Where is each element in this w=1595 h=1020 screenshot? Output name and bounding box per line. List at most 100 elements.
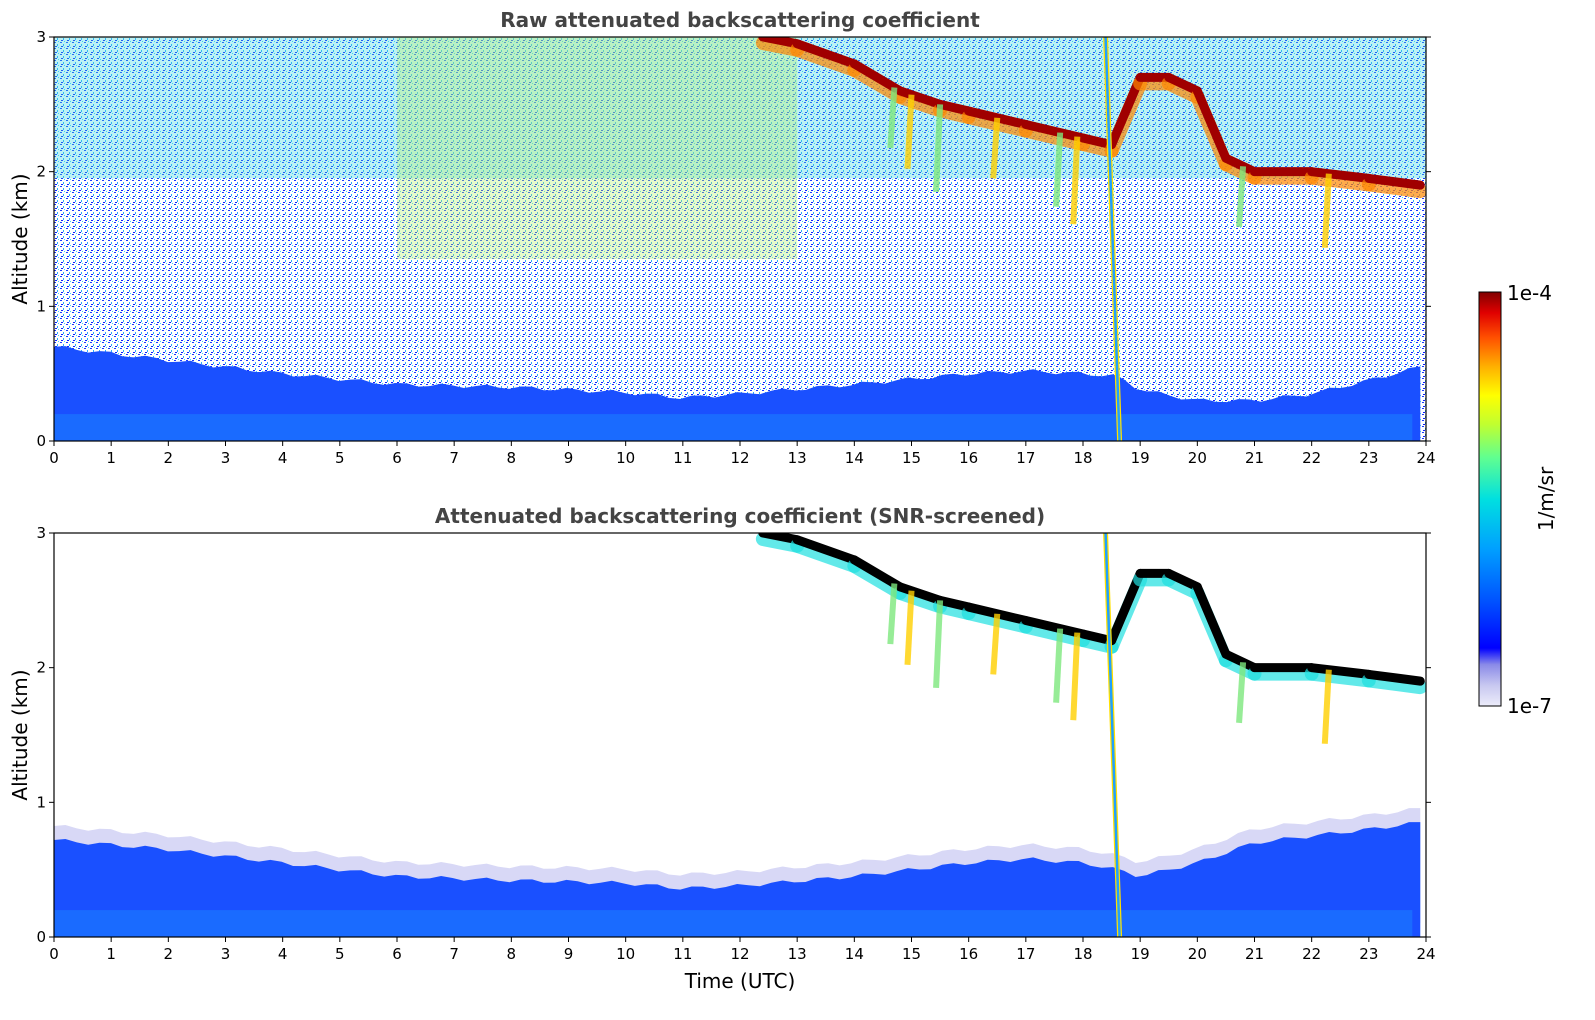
cloud-halo <box>893 585 948 614</box>
cloud-halo <box>790 538 862 573</box>
x-tick-label: 2 <box>164 449 174 467</box>
fall-streak <box>904 590 915 665</box>
cloud-halo <box>1361 177 1426 199</box>
x-tick-label: 14 <box>845 449 864 467</box>
cloud-core <box>849 555 905 592</box>
cloud-core <box>895 582 945 605</box>
cloud-core <box>935 99 974 116</box>
panel2-y-label: Altitude (km) <box>8 669 32 800</box>
x-tick-label: 8 <box>507 945 517 963</box>
x-tick-label: 20 <box>1188 945 1207 963</box>
x-tick-label: 22 <box>1302 945 1321 963</box>
x-tick-label: 11 <box>673 945 692 963</box>
x-tick-label: 24 <box>1416 945 1435 963</box>
cloud-halo <box>893 89 948 118</box>
cloud-core <box>1364 669 1425 686</box>
x-axis-label: Time (UTC) <box>684 969 796 993</box>
cloud-halo <box>790 42 862 77</box>
x-tick-label: 15 <box>902 449 921 467</box>
cloud-core <box>1021 616 1088 639</box>
precip-streak-core <box>1104 533 1121 937</box>
panel1-title: Raw attenuated backscattering coefficien… <box>500 8 980 32</box>
fall-streak <box>933 600 944 689</box>
colorbar-min-label: 1e-7 <box>1507 694 1552 718</box>
y-tick-label: 3 <box>36 524 46 542</box>
cloud-core <box>1221 649 1259 673</box>
x-tick-label: 16 <box>959 945 978 963</box>
cloud-core <box>1307 167 1374 183</box>
x-tick-label: 15 <box>902 945 921 963</box>
snr-screened-panel: Attenuated backscattering coefficient (S… <box>8 504 1436 993</box>
fall-streak <box>1053 132 1064 207</box>
x-tick-label: 6 <box>392 945 402 963</box>
x-tick-label: 7 <box>449 449 459 467</box>
fall-streak <box>990 613 1001 675</box>
fall-streak <box>1070 136 1081 225</box>
cloud-halo <box>1018 123 1090 151</box>
y-tick-label: 0 <box>36 432 46 450</box>
x-tick-label: 21 <box>1245 449 1264 467</box>
cloud-core <box>1192 582 1231 659</box>
x-tick-label: 12 <box>730 449 749 467</box>
x-tick-label: 24 <box>1416 449 1435 467</box>
x-tick-label: 19 <box>1131 449 1150 467</box>
x-tick-label: 17 <box>1016 945 1035 963</box>
x-tick-label: 11 <box>673 449 692 467</box>
fall-streak <box>1321 173 1332 248</box>
x-tick-label: 17 <box>1016 449 1035 467</box>
y-tick-label: 2 <box>36 163 46 181</box>
x-tick-label: 13 <box>788 449 807 467</box>
cloud-core <box>1021 120 1088 143</box>
cloud-halo <box>1361 673 1426 695</box>
x-tick-label: 0 <box>49 945 59 963</box>
cloud-core <box>758 37 802 49</box>
fall-streak <box>1053 628 1064 703</box>
fall-streak <box>887 583 898 645</box>
cloud-core <box>1192 86 1231 163</box>
x-tick-label: 9 <box>564 945 574 963</box>
surface-layer <box>54 414 1413 441</box>
x-tick-label: 23 <box>1359 945 1378 963</box>
x-tick-label: 4 <box>278 449 288 467</box>
cloud-core <box>1307 663 1374 679</box>
fall-streak <box>1070 632 1081 721</box>
colorbar-gradient <box>1478 291 1502 707</box>
x-tick-label: 3 <box>221 449 231 467</box>
cloud-core <box>758 533 802 545</box>
panel2-x-ticks: 0 1 2 3 4 5 6 7 8 9 10 11 12 13 14 15 16 17 18 19 20 21 22 23 24 <box>49 937 1436 963</box>
panel2-y-ticks: 0 1 2 3 <box>36 524 1431 946</box>
daytime-noise-tint <box>397 37 798 260</box>
y-tick-label: 2 <box>36 659 46 677</box>
cloud-core <box>792 535 859 565</box>
precip-streak-core <box>1104 37 1121 441</box>
x-tick-label: 10 <box>616 945 635 963</box>
x-tick-label: 20 <box>1188 449 1207 467</box>
x-tick-label: 2 <box>164 945 174 963</box>
fall-streak <box>1321 669 1332 744</box>
cloud-core <box>895 86 945 109</box>
panel1-x-ticks: 0 1 2 3 4 5 6 7 8 9 10 11 12 13 14 15 16 17 18 19 20 21 22 23 24 <box>49 441 1436 467</box>
panel1-y-label: Altitude (km) <box>8 173 32 304</box>
y-tick-label: 3 <box>36 28 46 46</box>
x-tick-label: 18 <box>1073 945 1092 963</box>
x-tick-label: 23 <box>1359 449 1378 467</box>
x-tick-label: 13 <box>788 945 807 963</box>
x-tick-label: 12 <box>730 945 749 963</box>
y-tick-label: 1 <box>36 793 46 811</box>
colorbar: 1e-4 1e-7 1/m/sr <box>1478 281 1558 718</box>
boundary-layer <box>54 346 1421 441</box>
colorbar-max-label: 1e-4 <box>1507 281 1552 305</box>
x-tick-label: 4 <box>278 945 288 963</box>
x-tick-label: 5 <box>335 945 345 963</box>
x-tick-label: 7 <box>449 945 459 963</box>
cloud-core <box>935 595 974 612</box>
cloud-core <box>1164 568 1202 592</box>
panel2-title: Attenuated backscattering coefficient (S… <box>435 504 1045 528</box>
x-tick-label: 14 <box>845 945 864 963</box>
cloud-core <box>849 59 905 96</box>
x-tick-label: 5 <box>335 449 345 467</box>
x-tick-label: 18 <box>1073 449 1092 467</box>
cloud-halo <box>1018 619 1090 647</box>
y-tick-label: 1 <box>36 297 46 315</box>
